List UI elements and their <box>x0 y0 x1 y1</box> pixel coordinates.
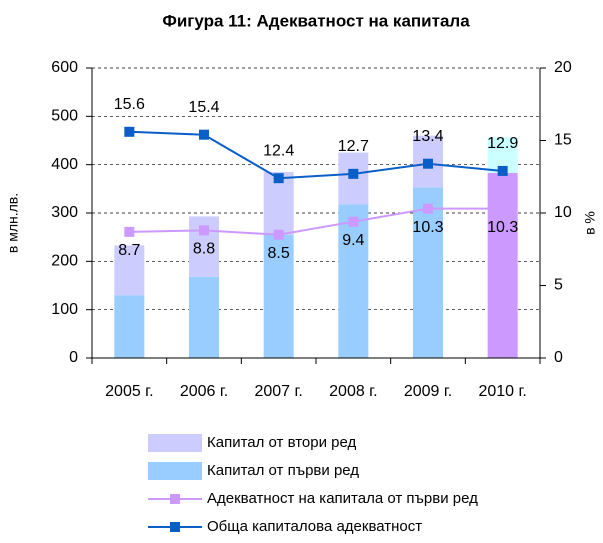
y2-tick-label: 20 <box>554 59 572 76</box>
marker <box>348 168 359 179</box>
marker <box>199 225 209 236</box>
marker <box>348 216 359 227</box>
marker <box>497 165 508 176</box>
marker <box>497 203 508 214</box>
marker <box>199 129 209 140</box>
data-label: 12.9 <box>487 135 518 152</box>
y2-tick-label: 15 <box>554 132 572 149</box>
legend-label: Обща капиталова адекватност <box>207 518 422 535</box>
data-label: 15.6 <box>114 96 145 113</box>
data-label: 12.4 <box>263 142 294 159</box>
legend-marker <box>170 494 180 504</box>
bar-segment <box>114 245 145 296</box>
y2-tick-label: 0 <box>554 349 563 366</box>
legend-label: Адекватност на капитала от първи ред <box>207 490 478 507</box>
data-label: 15.4 <box>188 99 219 116</box>
y-tick-label: 100 <box>51 301 78 318</box>
marker <box>124 226 135 237</box>
chart-title: Фигура 11: Адекватност на капитала <box>162 11 470 30</box>
y2-axis-label: в % <box>582 211 598 235</box>
marker <box>124 126 135 137</box>
x-tick-label: 2008 г. <box>329 383 377 400</box>
y2-tick-label: 5 <box>554 277 563 294</box>
line <box>129 130 503 180</box>
marker <box>273 229 284 240</box>
bar-segment <box>263 234 294 358</box>
y-tick-label: 300 <box>51 204 78 221</box>
bar-segment <box>338 204 369 358</box>
y2-tick-label: 10 <box>554 204 572 221</box>
legend-marker <box>170 522 180 532</box>
x-tick-label: 2010 г. <box>478 383 526 400</box>
y-tick-label: 500 <box>51 108 78 125</box>
y-tick-label: 600 <box>51 59 78 76</box>
y-tick-label: 0 <box>69 349 78 366</box>
data-label: 8.5 <box>268 245 290 262</box>
data-label: 10.3 <box>487 219 518 236</box>
marker <box>423 158 433 169</box>
marker <box>273 173 284 184</box>
legend-swatch <box>148 434 202 452</box>
x-tick-label: 2005 г. <box>105 383 153 400</box>
y-tick-label: 400 <box>51 156 78 173</box>
legend-label: Капитал от втори ред <box>207 434 357 451</box>
x-tick-label: 2009 г. <box>404 383 452 400</box>
data-label: 8.8 <box>193 241 215 258</box>
legend-swatch <box>148 462 202 480</box>
bar-segment <box>413 187 443 358</box>
y-tick-label: 200 <box>51 253 78 270</box>
data-label: 13.4 <box>412 128 443 145</box>
data-label: 10.3 <box>412 219 443 236</box>
bar-segment <box>189 276 219 358</box>
legend-label: Капитал от първи ред <box>207 462 359 479</box>
x-tick-label: 2007 г. <box>254 383 302 400</box>
marker <box>423 203 433 214</box>
data-label: 9.4 <box>342 232 364 249</box>
line <box>129 207 503 236</box>
data-label: 12.7 <box>338 138 369 155</box>
data-label: 8.7 <box>118 242 140 259</box>
bar-segment <box>114 295 145 358</box>
bar-segment <box>487 172 518 358</box>
y-axis-label: в млн.лв. <box>5 193 21 253</box>
x-tick-label: 2006 г. <box>180 383 228 400</box>
